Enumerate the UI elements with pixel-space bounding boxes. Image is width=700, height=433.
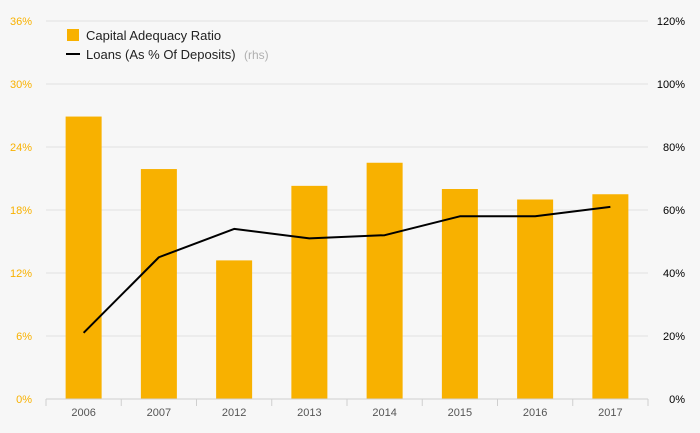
- legend-label-loans: Loans (As % Of Deposits) (rhs): [86, 46, 269, 63]
- x-tick-label: 2017: [598, 407, 622, 419]
- y-left-tick-label: 18%: [10, 205, 32, 217]
- line-layer: [82, 205, 611, 334]
- y-left-tick-label: 12%: [10, 268, 32, 280]
- bar-capital-adequacy-ratio: [441, 189, 478, 399]
- bar-capital-adequacy-ratio: [65, 116, 102, 400]
- y-left-tick-label: 0%: [16, 394, 32, 406]
- y-left-tick-label: 24%: [10, 142, 32, 154]
- y-right-tick-label: 100%: [657, 79, 685, 91]
- bar-capital-adequacy-ratio: [291, 185, 328, 399]
- x-tick-label: 2013: [297, 407, 321, 419]
- x-tick-label: 2014: [372, 407, 396, 419]
- legend: Capital Adequacy Ratio Loans (As % Of De…: [66, 28, 269, 63]
- y-left-tick-label: 6%: [16, 331, 32, 343]
- y-right-tick-label: 80%: [663, 142, 685, 154]
- y-right-tick-label: 60%: [663, 205, 685, 217]
- y-right-tick-label: 20%: [663, 331, 685, 343]
- bar-capital-adequacy-ratio: [366, 162, 403, 399]
- bar-capital-adequacy-ratio: [216, 260, 253, 399]
- legend-label-loans-text: Loans (As % Of Deposits): [86, 47, 236, 62]
- bar-capital-adequacy-ratio: [140, 169, 177, 399]
- x-tick-label: 2006: [71, 407, 95, 419]
- axis-layer: 0% 6% 12% 18% 24% 30% 36% 0% 20% 40% 60% 80% 100% 120…: [10, 16, 685, 419]
- y-right-tick-label: 120%: [657, 16, 685, 28]
- y-right-tick-label: 40%: [663, 268, 685, 280]
- x-tick-label: 2007: [147, 407, 171, 419]
- grid-layer: [46, 20, 648, 337]
- bar-capital-adequacy-ratio: [517, 199, 554, 399]
- y-left-tick-label: 30%: [10, 79, 32, 91]
- line-loans-as-pct-of-deposits: [82, 205, 611, 334]
- x-tick-label: 2016: [523, 407, 547, 419]
- legend-label-loans-rhs-note: (rhs): [244, 48, 269, 62]
- bar-capital-adequacy-ratio: [592, 194, 629, 399]
- x-tick-label: 2012: [222, 407, 246, 419]
- legend-swatch-capital-adequacy-ratio: [67, 29, 79, 41]
- bars-layer: [65, 116, 629, 400]
- legend-label-capital-adequacy-ratio: Capital Adequacy Ratio: [86, 28, 221, 43]
- x-tick-label: 2015: [448, 407, 472, 419]
- y-left-tick-label: 36%: [10, 16, 32, 28]
- y-right-tick-label: 0%: [669, 394, 685, 406]
